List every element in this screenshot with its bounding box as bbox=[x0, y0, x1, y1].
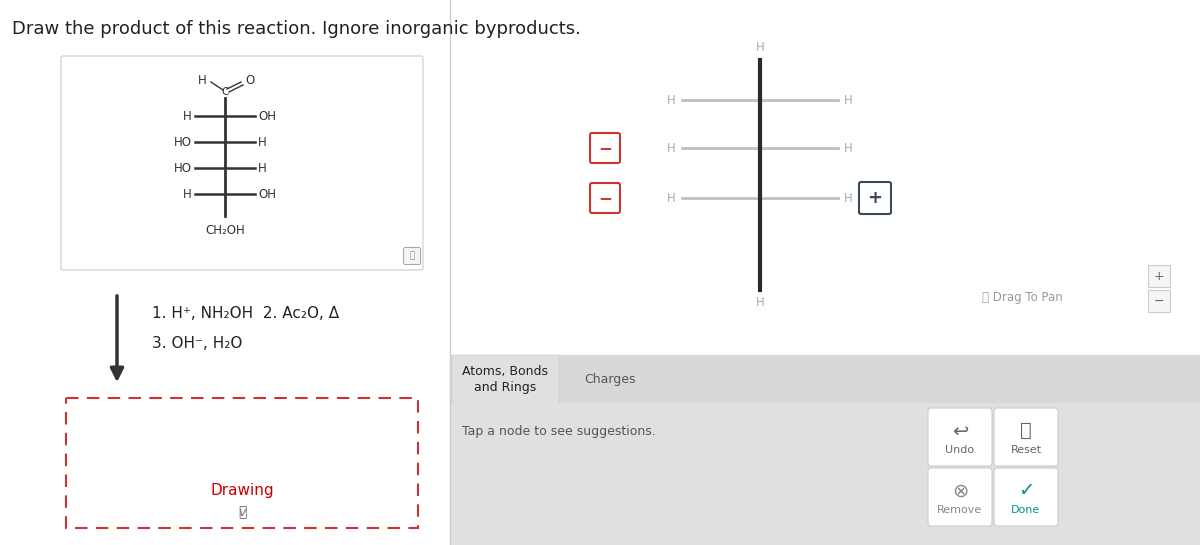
FancyBboxPatch shape bbox=[994, 468, 1058, 526]
Text: +: + bbox=[868, 189, 882, 207]
Text: +: + bbox=[1153, 269, 1164, 282]
Text: Undo: Undo bbox=[946, 445, 974, 455]
Text: C: C bbox=[221, 87, 229, 97]
Text: −: − bbox=[598, 139, 612, 157]
Text: Charges: Charges bbox=[584, 372, 636, 385]
FancyBboxPatch shape bbox=[403, 247, 420, 264]
Bar bbox=[66, 398, 418, 528]
Bar bbox=[450, 0, 1200, 355]
Text: HO: HO bbox=[174, 161, 192, 174]
FancyBboxPatch shape bbox=[994, 408, 1058, 466]
Text: H: H bbox=[184, 110, 192, 123]
Text: H: H bbox=[667, 191, 676, 204]
Text: H: H bbox=[844, 191, 853, 204]
Text: ⌕: ⌕ bbox=[409, 251, 415, 261]
FancyBboxPatch shape bbox=[859, 182, 890, 214]
Text: Draw the product of this reaction. Ignore inorganic byproducts.: Draw the product of this reaction. Ignor… bbox=[12, 20, 581, 38]
Text: OH: OH bbox=[258, 110, 276, 123]
FancyBboxPatch shape bbox=[452, 355, 559, 405]
FancyBboxPatch shape bbox=[1148, 265, 1170, 287]
Text: v: v bbox=[239, 506, 246, 518]
Text: ⊗: ⊗ bbox=[952, 481, 968, 500]
Text: ✓: ✓ bbox=[1018, 481, 1034, 500]
Text: Tap a node to see suggestions.: Tap a node to see suggestions. bbox=[462, 425, 655, 438]
FancyBboxPatch shape bbox=[454, 356, 558, 403]
FancyBboxPatch shape bbox=[1148, 290, 1170, 312]
Text: H: H bbox=[756, 296, 764, 309]
Text: H: H bbox=[667, 94, 676, 106]
Bar bbox=[450, 403, 1200, 545]
Bar bbox=[450, 355, 1200, 403]
Text: 👋 Drag To Pan: 👋 Drag To Pan bbox=[983, 292, 1063, 305]
FancyBboxPatch shape bbox=[590, 133, 620, 163]
Text: ↩: ↩ bbox=[952, 421, 968, 440]
FancyBboxPatch shape bbox=[61, 56, 424, 270]
Text: Reset: Reset bbox=[1010, 445, 1042, 455]
FancyBboxPatch shape bbox=[928, 468, 992, 526]
Text: 1. H⁺, NH₂OH  2. Ac₂O, Δ: 1. H⁺, NH₂OH 2. Ac₂O, Δ bbox=[152, 306, 340, 320]
Text: H: H bbox=[198, 75, 208, 88]
Text: H: H bbox=[184, 187, 192, 201]
Text: HO: HO bbox=[174, 136, 192, 148]
Text: H: H bbox=[756, 41, 764, 54]
Text: O: O bbox=[245, 75, 254, 88]
Text: Drawing: Drawing bbox=[210, 482, 274, 498]
Text: Atoms, Bonds
and Rings: Atoms, Bonds and Rings bbox=[462, 365, 548, 393]
Text: −: − bbox=[598, 189, 612, 207]
Text: −: − bbox=[1153, 294, 1164, 307]
Text: H: H bbox=[258, 136, 266, 148]
Text: Remove: Remove bbox=[937, 505, 983, 515]
FancyBboxPatch shape bbox=[928, 408, 992, 466]
Text: H: H bbox=[844, 94, 853, 106]
Text: H: H bbox=[667, 142, 676, 154]
Text: H: H bbox=[844, 142, 853, 154]
Text: H: H bbox=[258, 161, 266, 174]
Text: Done: Done bbox=[1012, 505, 1040, 515]
Text: 〜: 〜 bbox=[238, 505, 246, 519]
Text: CH₂OH: CH₂OH bbox=[205, 224, 245, 237]
Text: 3. OH⁻, H₂O: 3. OH⁻, H₂O bbox=[152, 336, 242, 350]
FancyBboxPatch shape bbox=[590, 183, 620, 213]
Text: OH: OH bbox=[258, 187, 276, 201]
Text: 🗑: 🗑 bbox=[1020, 421, 1032, 440]
